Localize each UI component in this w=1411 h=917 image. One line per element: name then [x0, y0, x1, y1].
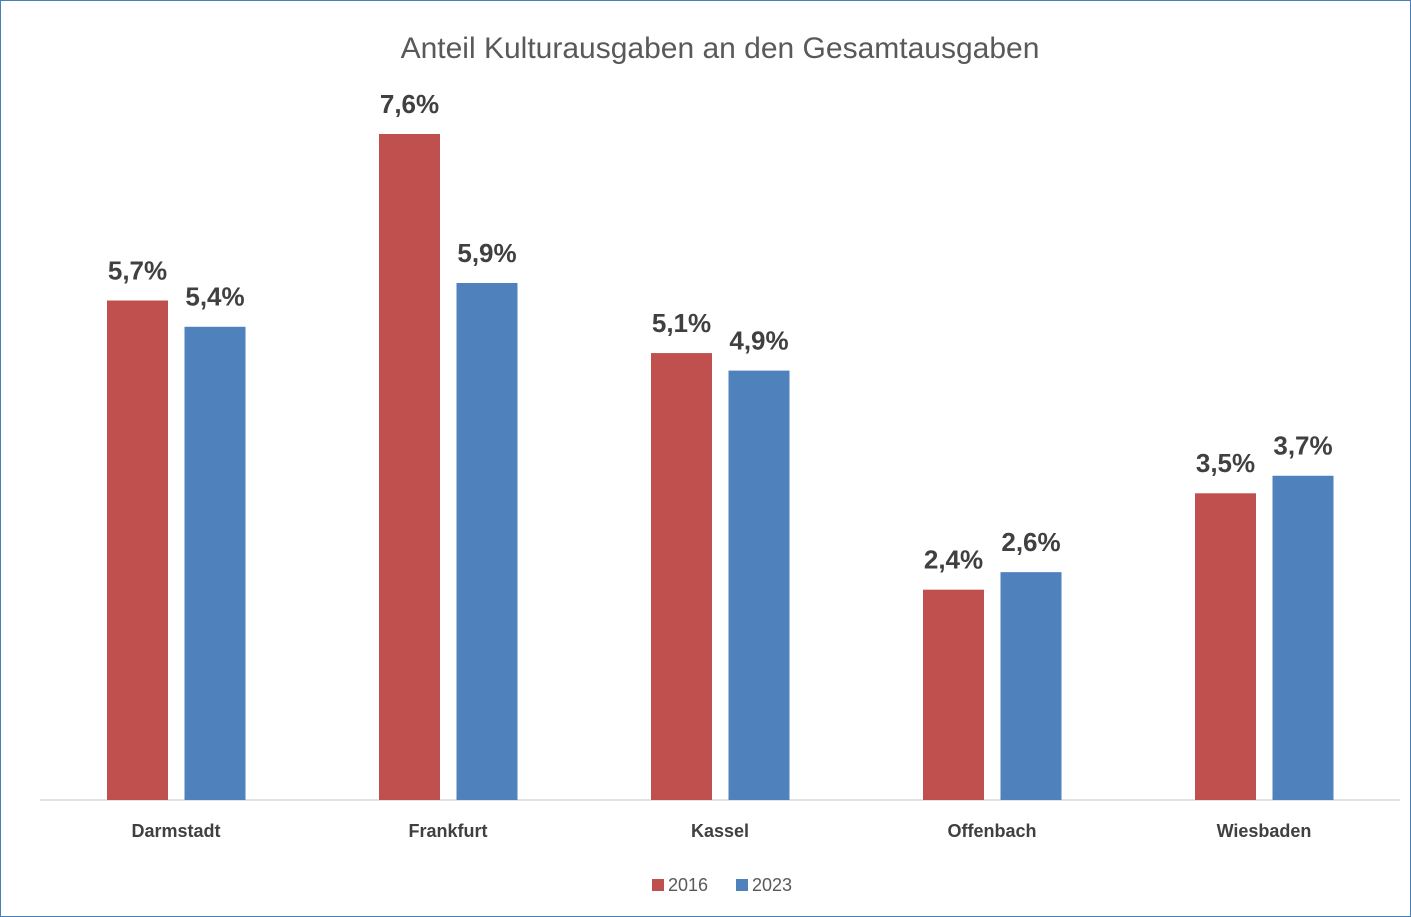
data-label: 5,1%	[652, 308, 711, 338]
legend-label: 2016	[668, 875, 708, 895]
bar	[728, 370, 790, 800]
bar	[456, 282, 518, 800]
bar	[923, 589, 984, 800]
x-tick-label: Offenbach	[947, 821, 1036, 841]
chart-title: Anteil Kulturausgaben an den Gesamtausga…	[401, 32, 1040, 65]
legend-label: 2023	[752, 875, 792, 895]
data-label: 2,4%	[924, 545, 983, 575]
data-label: 2,6%	[1001, 527, 1060, 557]
legend-swatch	[652, 879, 664, 891]
bar	[379, 134, 440, 800]
bar	[107, 300, 168, 800]
x-tick-label: Darmstadt	[131, 821, 220, 841]
legend-swatch	[736, 879, 748, 891]
data-label: 4,9%	[729, 325, 788, 355]
data-label: 5,7%	[108, 255, 167, 285]
data-label: 5,4%	[185, 282, 244, 312]
x-tick-label: Wiesbaden	[1217, 821, 1312, 841]
data-label: 3,5%	[1196, 448, 1255, 478]
x-tick-label: Kassel	[691, 821, 749, 841]
data-label: 7,6%	[380, 89, 439, 119]
bar	[651, 353, 712, 800]
data-label: 3,7%	[1273, 431, 1332, 461]
bar	[184, 326, 246, 800]
x-tick-label: Frankfurt	[408, 821, 487, 841]
bar	[1195, 493, 1256, 800]
bar	[1000, 572, 1062, 800]
data-label: 5,9%	[457, 238, 516, 268]
bar	[1272, 475, 1334, 800]
